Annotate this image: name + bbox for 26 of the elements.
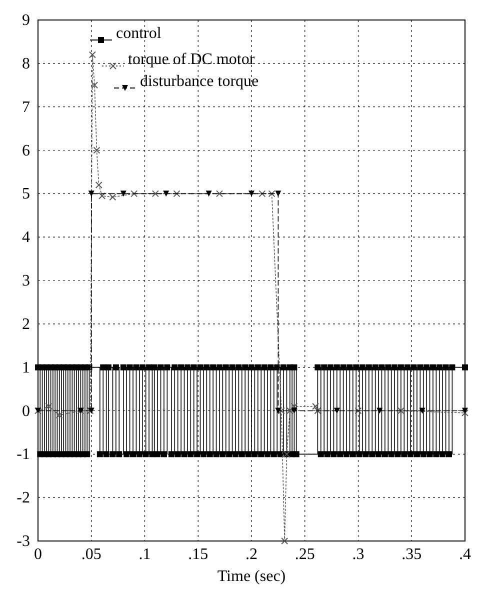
x-tick-label: .4 (459, 546, 471, 563)
y-tick-label: 0 (22, 402, 30, 420)
legend-label: torque of DC motor (128, 51, 256, 68)
legend-label: control (116, 25, 162, 42)
y-tick-label: 7 (22, 98, 30, 116)
y-tick-label: -2 (16, 490, 30, 507)
y-tick-label: 4 (22, 229, 30, 246)
legend-label: disturbance torque (140, 73, 259, 90)
y-tick-label: 9 (22, 12, 30, 29)
y-tick-label: 6 (22, 142, 30, 160)
x-tick-label: .15 (188, 546, 208, 563)
y-tick-label: 3 (22, 272, 30, 290)
x-tick-label: .3 (352, 546, 364, 563)
x-tick-label: .25 (294, 546, 315, 563)
x-tick-label: 0 (34, 546, 42, 563)
y-tick-label: 8 (22, 55, 30, 72)
x-tick-label: .2 (246, 546, 258, 563)
x-tick-label: .05 (81, 546, 102, 563)
y-tick-label: 2 (22, 316, 30, 333)
y-tick-label: -1 (16, 446, 30, 464)
x-tick-label: .1 (138, 546, 151, 563)
y-tick-label: 5 (22, 186, 30, 203)
y-tick-label: 1 (22, 359, 30, 376)
x-axis-title: Time (sec) (217, 568, 286, 585)
y-tick-label: -3 (16, 533, 30, 550)
x-tick-label: .35 (402, 546, 422, 563)
